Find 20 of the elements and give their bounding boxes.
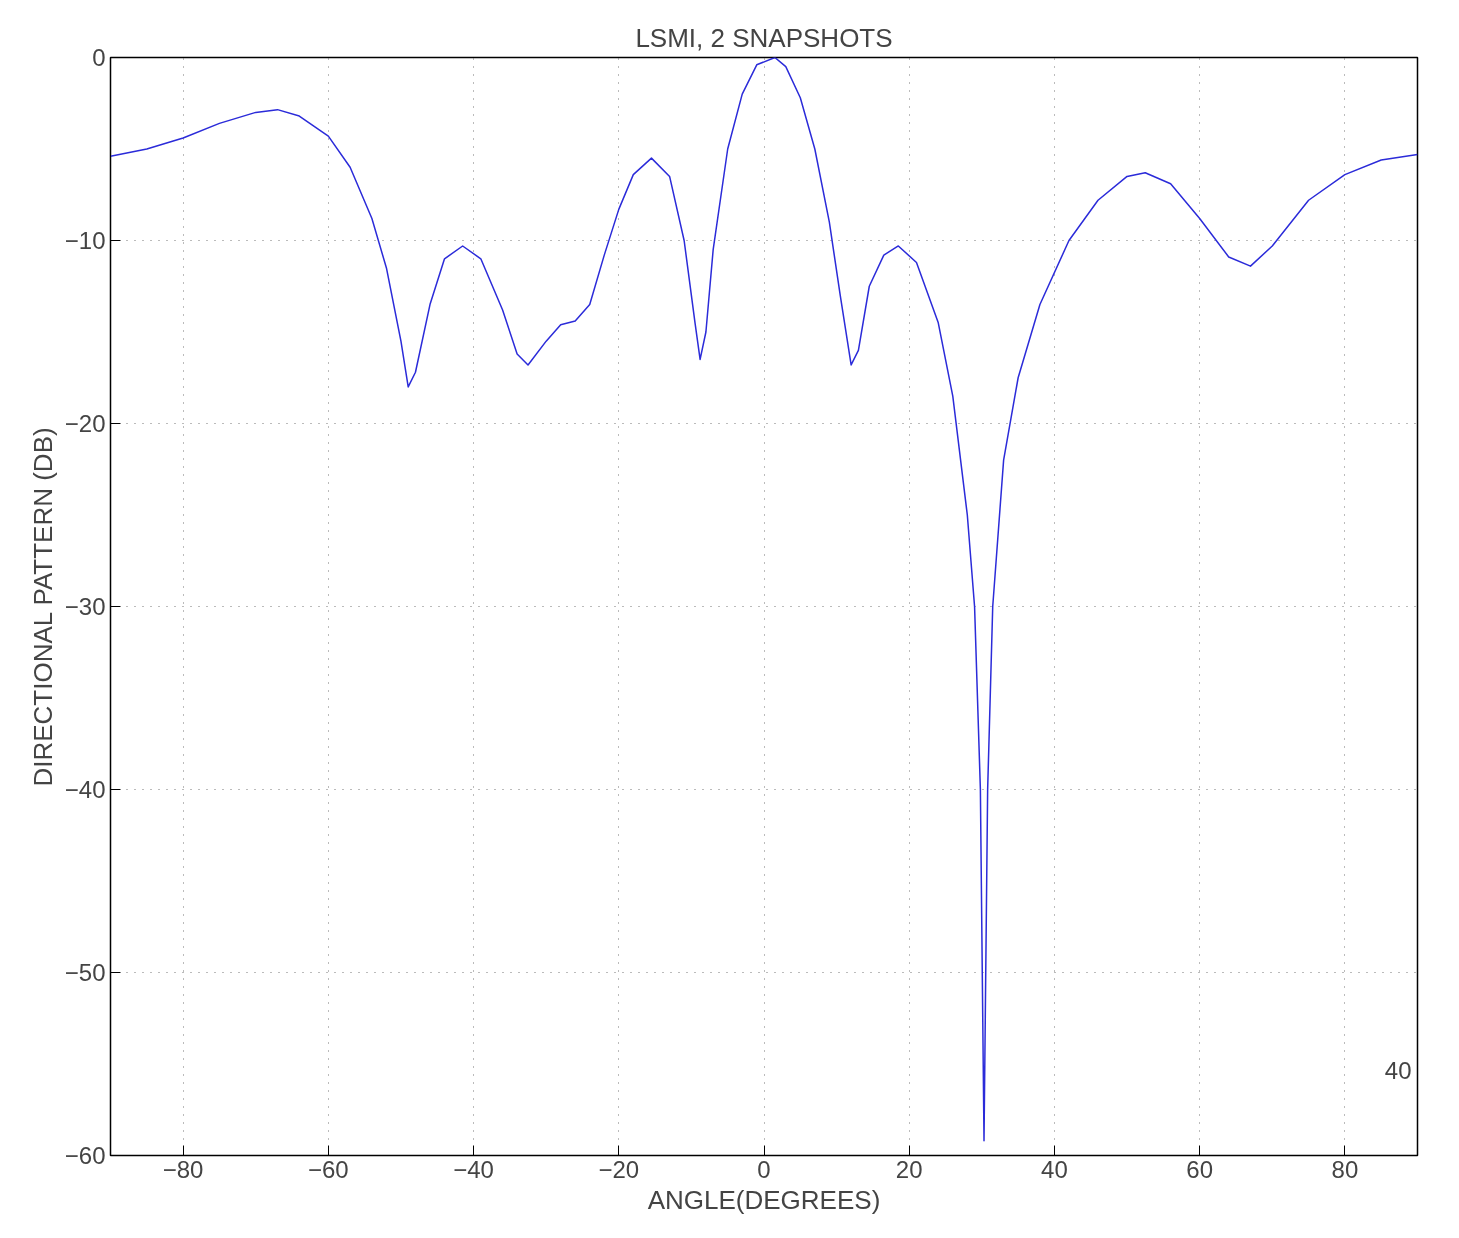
x-tick-label: 20 xyxy=(895,1155,923,1183)
line-series xyxy=(110,57,1418,1142)
y-tick-label: −10 xyxy=(64,227,106,254)
x-tick-label: −20 xyxy=(598,1155,640,1183)
x-tick-label: −80 xyxy=(162,1155,204,1183)
x-tick-label: 80 xyxy=(1331,1155,1359,1183)
y-tick-label: −30 xyxy=(64,593,106,620)
annotation: 40 xyxy=(1384,1056,1412,1084)
x-tick-label: −40 xyxy=(453,1155,494,1183)
x-tick-label: −60 xyxy=(307,1155,349,1183)
chart-title: LSMI, 2 SNAPSHOTS xyxy=(635,22,893,53)
y-tick-label: −40 xyxy=(64,776,106,803)
y-tick-label: −50 xyxy=(64,959,106,986)
x-tick-label: 40 xyxy=(1041,1155,1068,1183)
y-tick-label: 0 xyxy=(92,44,106,71)
y-tick-label: −20 xyxy=(64,410,106,437)
x-tick-label: 60 xyxy=(1186,1155,1214,1183)
y-axis-title: DIRECTIONAL PATTERN (DB) xyxy=(27,427,58,787)
x-tick-label: 0 xyxy=(757,1155,771,1183)
x-axis-title: ANGLE(DEGREES) xyxy=(647,1184,881,1215)
